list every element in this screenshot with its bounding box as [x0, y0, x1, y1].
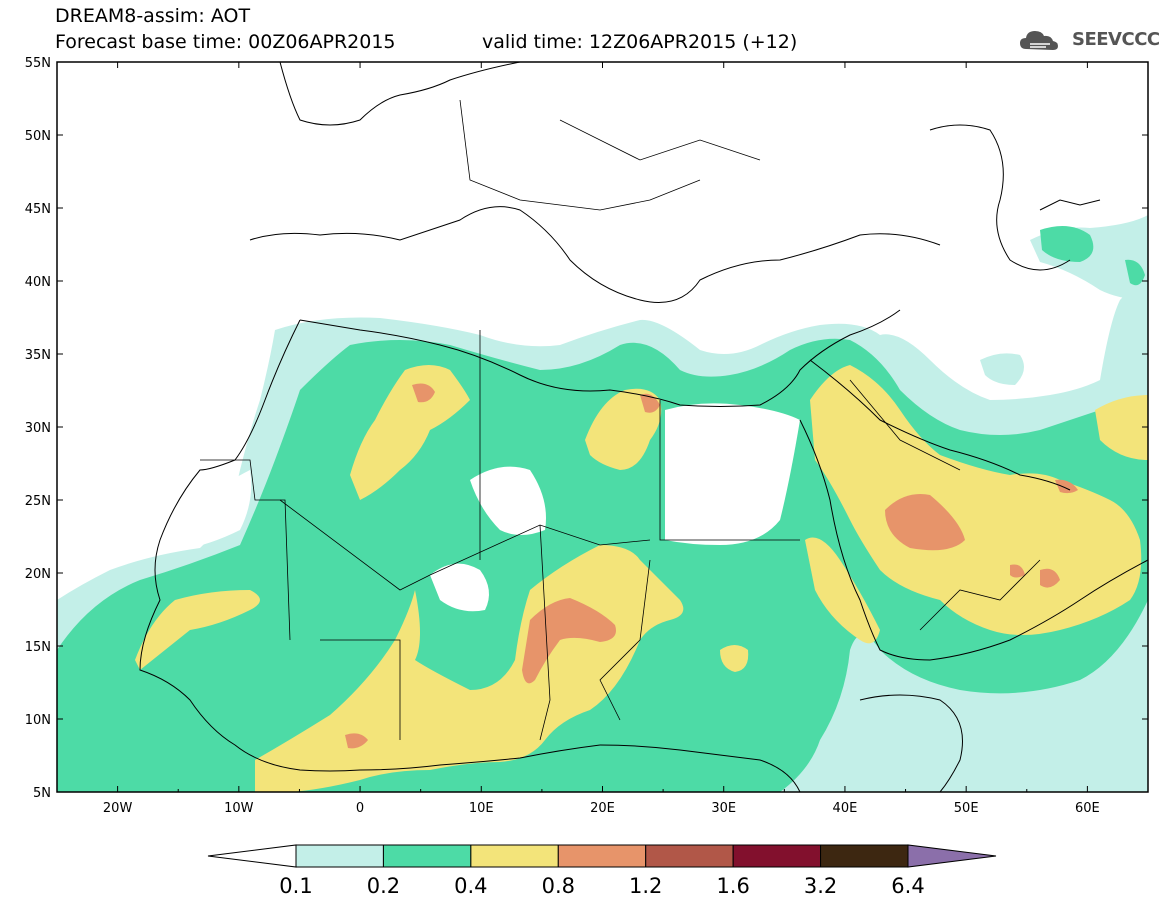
colorbar-swatch: [820, 844, 909, 868]
country-borders: [200, 99, 1041, 741]
cloud-logo-icon: [1020, 31, 1058, 50]
aot-field: [57, 215, 1148, 792]
colorbar-swatch: [645, 844, 734, 868]
colorbar-swatch: [470, 844, 559, 868]
colorbar-low-arrow: [207, 844, 297, 868]
colorbar-swatch: [732, 844, 822, 868]
lon-label: 30E: [711, 801, 736, 816]
lon-label: 50E: [954, 801, 979, 816]
colorbar-label: 3.2: [804, 874, 837, 898]
lat-label: 10N: [25, 713, 51, 728]
lat-label: 35N: [25, 348, 51, 363]
lon-label: 20W: [103, 801, 133, 816]
colorbar-label: 6.4: [891, 874, 924, 898]
lon-label: 0: [356, 801, 364, 816]
valid-time: valid time: 12Z06APR2015 (+12): [482, 31, 798, 53]
lon-label: 20E: [590, 801, 615, 816]
colorbar-label: 1.6: [716, 874, 749, 898]
aot-band-0-4: [135, 365, 1148, 792]
aot-clear-areas: [150, 403, 800, 612]
latitude-axis: 55N 50N 45N 40N 35N 30N 25N 20N 15N 10N 5N: [25, 56, 1148, 801]
lon-label: 10W: [224, 801, 254, 816]
colorbar-swatch: [557, 844, 647, 868]
colorbar-swatch: [295, 844, 384, 868]
map-title: DREAM8-assim: AOT: [55, 5, 251, 27]
colorbar-label: 0.8: [542, 874, 575, 898]
lon-label: 40E: [833, 801, 858, 816]
lon-label: 60E: [1075, 801, 1100, 816]
colorbar-label: 0.2: [367, 874, 400, 898]
logo-text: SEEVCCC: [1072, 29, 1160, 50]
lat-label: 50N: [25, 129, 51, 144]
colorbar-label: 0.1: [279, 874, 312, 898]
forecast-base-time: Forecast base time: 00Z06APR2015: [55, 31, 396, 53]
lon-label: 10E: [469, 801, 494, 816]
longitude-axis: 20W 10W 0 10E 20E 30E 40E 50E 60E: [56, 62, 1149, 816]
lat-label: 45N: [25, 202, 51, 217]
colorbar-label: 0.4: [454, 874, 487, 898]
lat-label: 55N: [25, 56, 51, 71]
lat-label: 20N: [25, 567, 51, 582]
lat-label: 15N: [25, 640, 51, 655]
lat-label: 30N: [25, 421, 51, 436]
colorbar-label: 1.2: [629, 874, 662, 898]
colorbar: 0.1 0.2 0.4 0.8 1.2 1.6 3.2 6.4: [207, 844, 997, 898]
lat-label: 40N: [25, 275, 51, 290]
lat-label: 25N: [25, 494, 51, 509]
colorbar-high-arrow: [907, 844, 997, 868]
lat-label: 5N: [33, 786, 51, 801]
colorbar-swatch: [382, 844, 472, 868]
